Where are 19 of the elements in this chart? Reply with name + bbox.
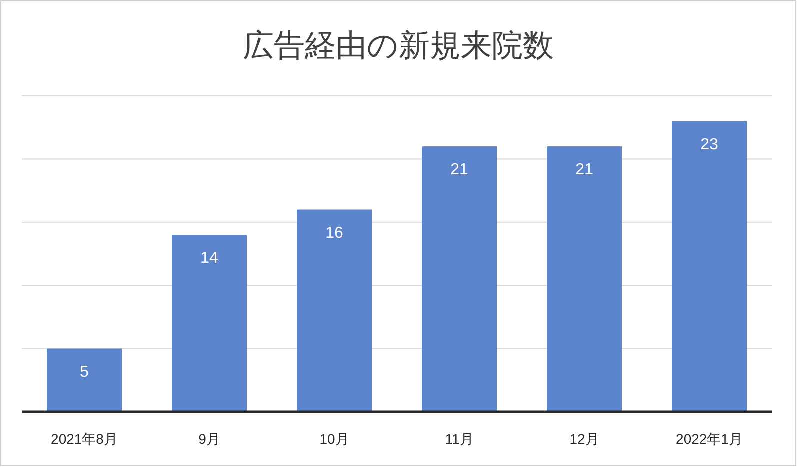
data-label: 16 [326,224,344,242]
data-label: 21 [450,162,468,179]
bar [547,146,622,412]
x-tick-label: 12月 [570,431,600,447]
bar [297,210,372,412]
data-label: 14 [200,250,218,268]
bar [47,348,122,412]
data-label: 5 [80,364,90,381]
data-label: 23 [700,136,718,154]
bar [672,121,747,412]
x-tick-label: 9月 [198,431,220,447]
chart-title: 広告経由の新規来院数 [243,28,554,63]
bar [172,235,247,412]
x-tick-label: 10月 [320,431,350,447]
x-tick-label: 2021年8月 [51,431,118,447]
data-label: 21 [576,162,594,179]
x-tick-label: 11月 [445,431,474,447]
x-tick-label: 2022年1月 [676,431,743,447]
bar [422,146,497,412]
